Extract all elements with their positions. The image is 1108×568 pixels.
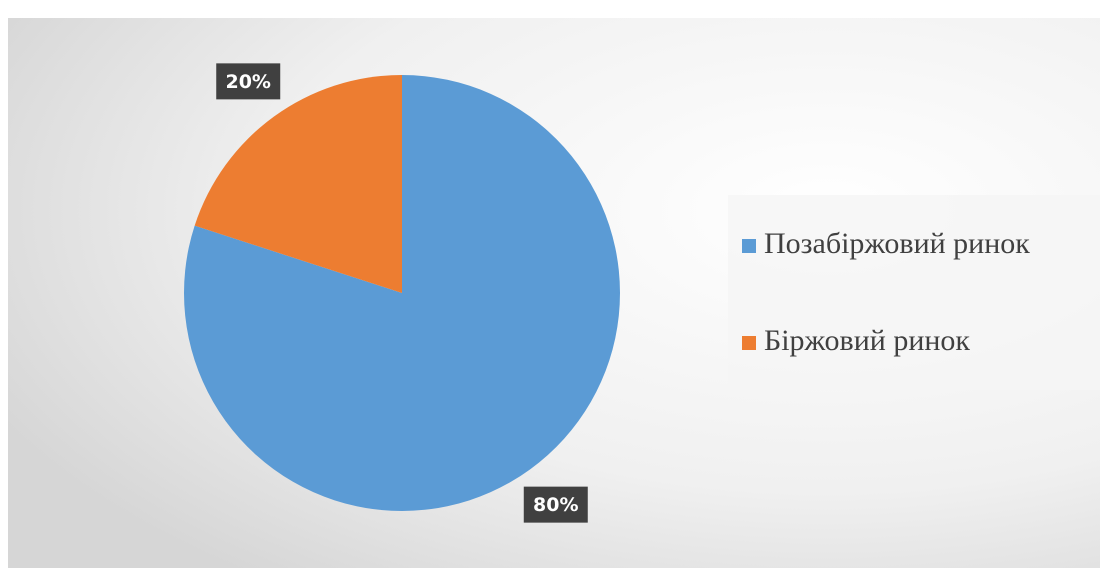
legend-label: Біржовий ринок [764, 324, 970, 357]
legend-marker [742, 336, 756, 350]
data-label-box [216, 63, 281, 100]
legend-label: Позабіржовий ринок [764, 227, 1030, 260]
data-label: 80% [533, 494, 578, 516]
legend-box [728, 195, 1100, 390]
legend-marker [742, 239, 756, 253]
data-label-box [523, 486, 588, 523]
pie-slice [194, 75, 402, 293]
data-label: 20% [225, 71, 270, 93]
